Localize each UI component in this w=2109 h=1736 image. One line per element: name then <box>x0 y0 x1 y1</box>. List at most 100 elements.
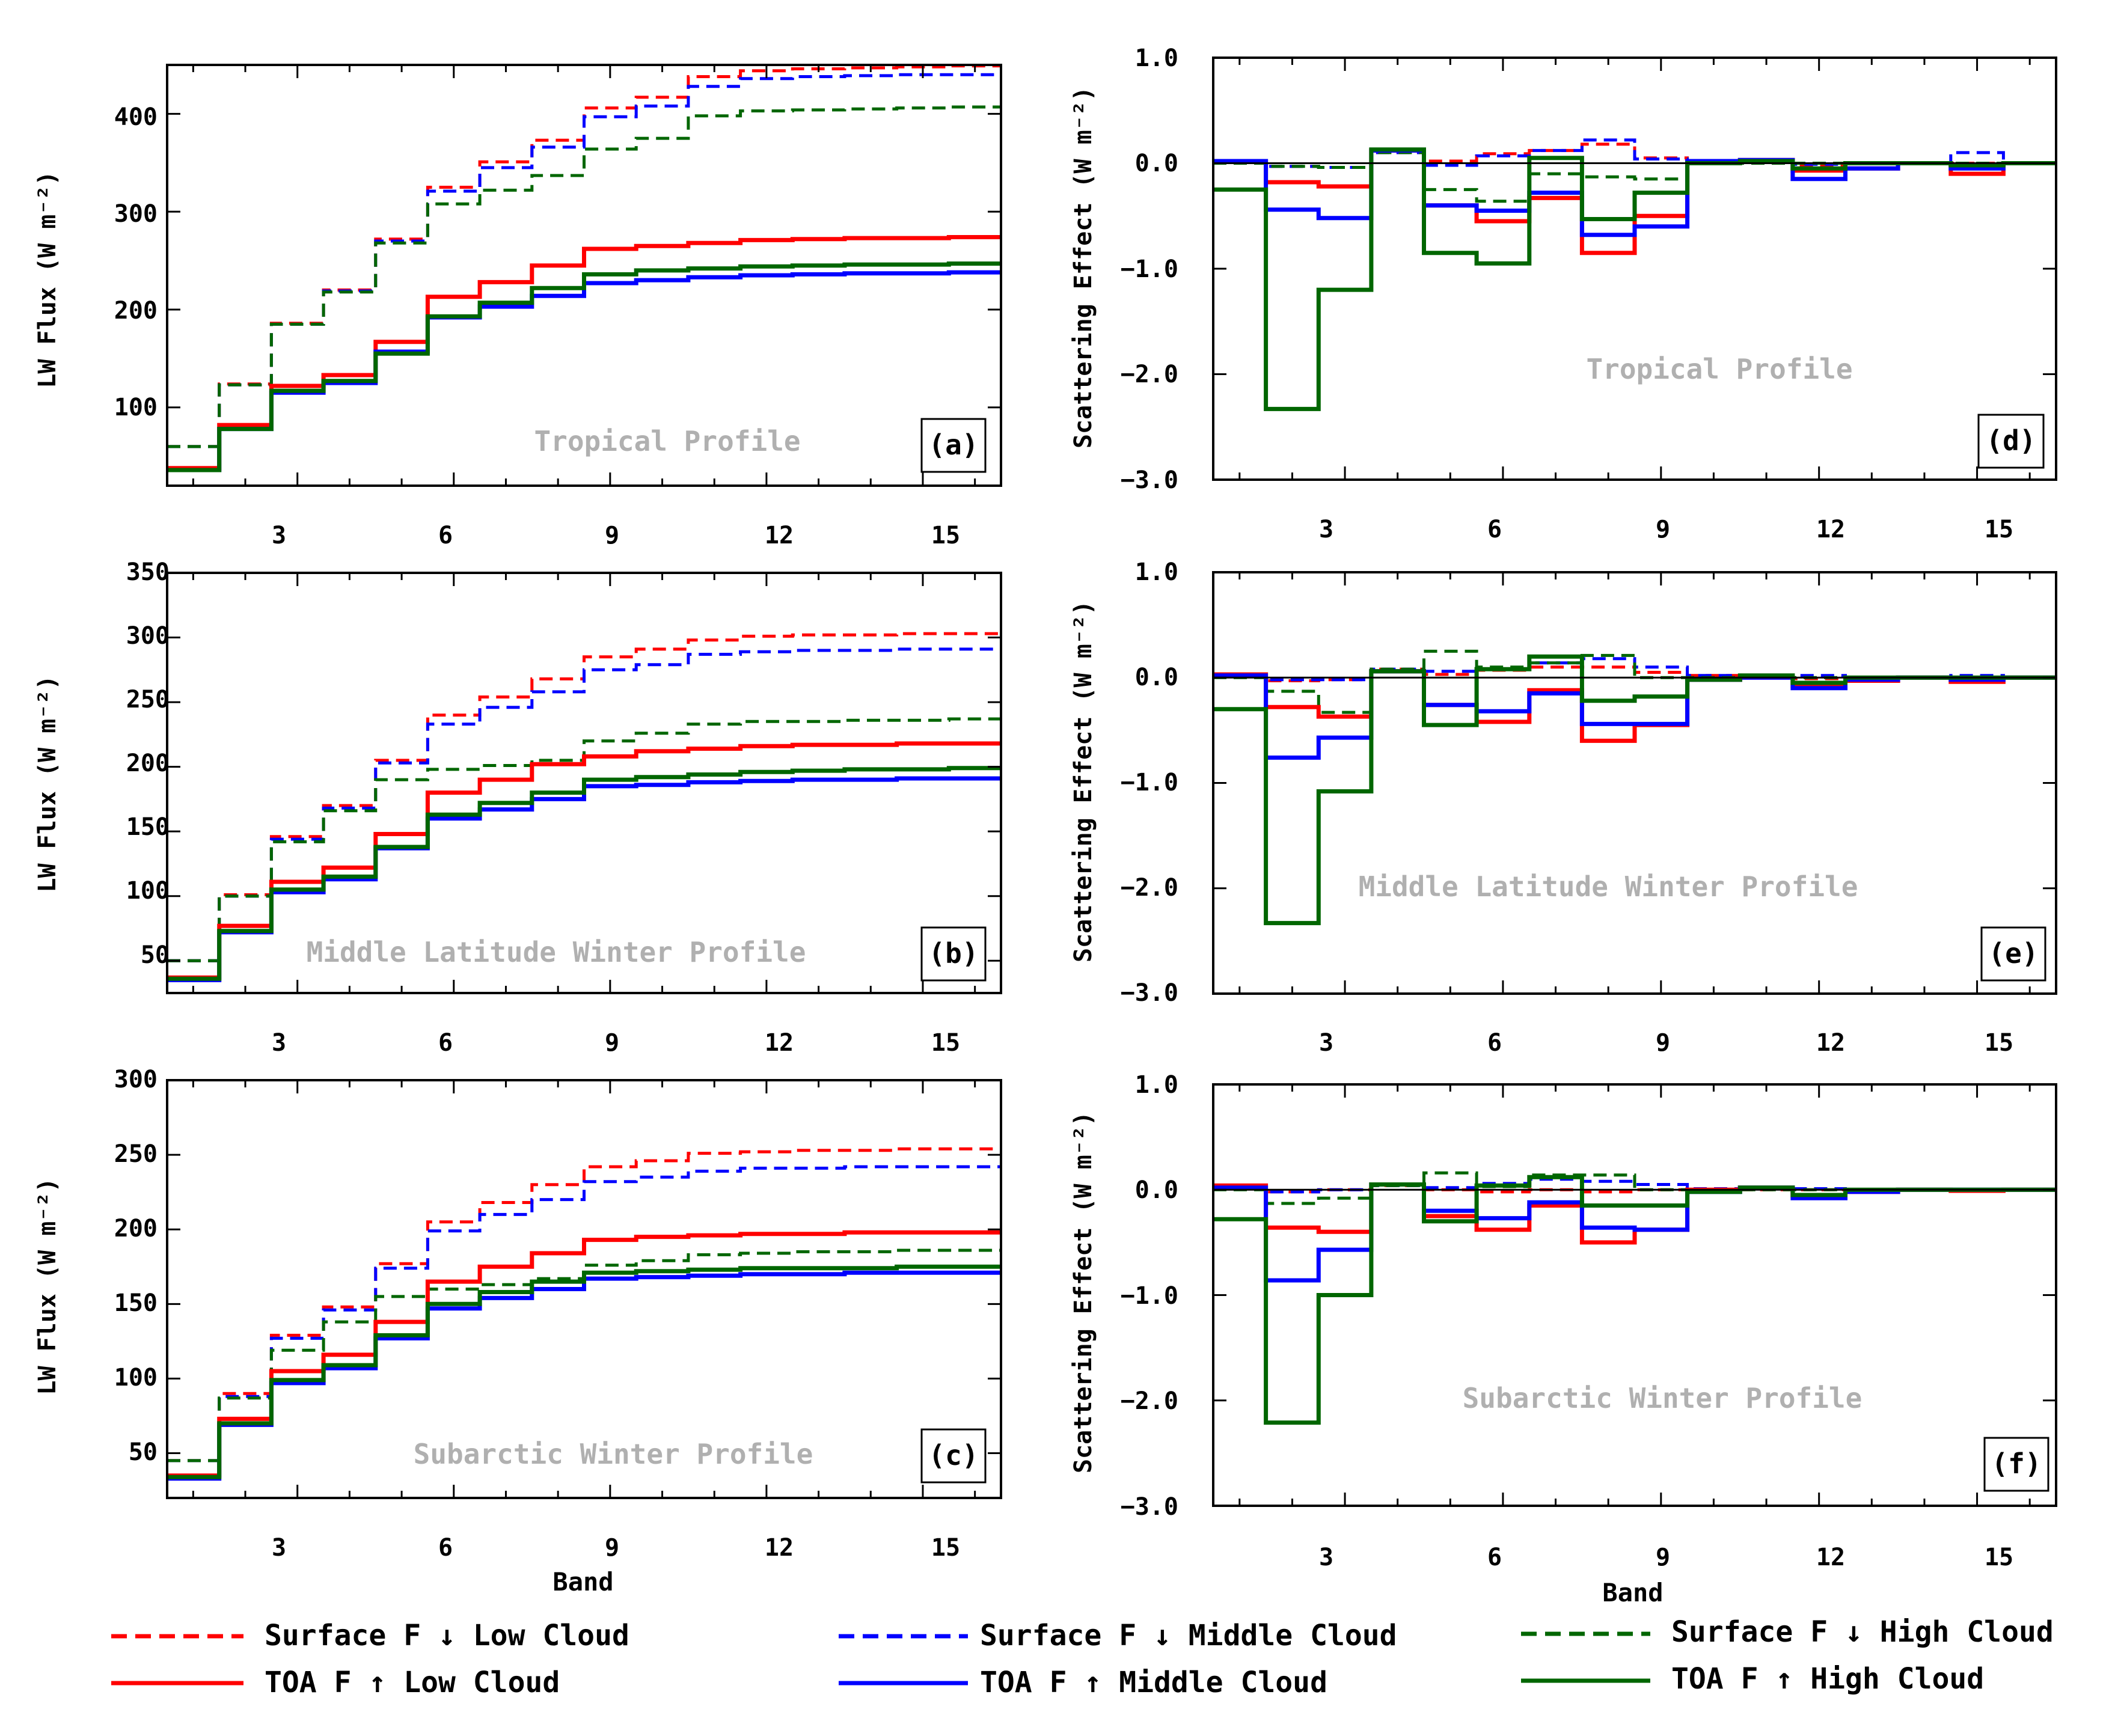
x-tick-label: 9 <box>1656 1544 1670 1571</box>
profile-label: Tropical Profile <box>534 425 800 457</box>
plot-frame <box>166 64 1002 487</box>
y-tick-label: 150 <box>126 813 170 841</box>
panel-label-box: (e) <box>1980 926 2046 982</box>
x-tick-label: 9 <box>1656 516 1670 543</box>
y-tick-label: 0.0 <box>1135 1176 1178 1204</box>
y-tick-label: 300 <box>114 1066 158 1093</box>
x-tick-label: 12 <box>765 522 794 549</box>
panel-label: (b) <box>928 937 978 970</box>
legend-label: Surface F ↓ Middle Cloud <box>980 1619 1397 1652</box>
x-tick-label: 12 <box>1816 1544 1845 1571</box>
x-tick-label: 9 <box>605 1029 619 1057</box>
panel-label: (a) <box>928 429 978 461</box>
y-tick-label: 0.0 <box>1135 150 1178 177</box>
series-line-toa-f-high-cloud <box>1213 654 2056 926</box>
legend-label: TOA F ↑ Middle Cloud <box>980 1666 1327 1699</box>
x-tick-label: 9 <box>1656 1029 1670 1057</box>
series-line-surface-f-high-cloud <box>167 717 1001 962</box>
x-tick-label: 6 <box>1487 1029 1502 1057</box>
profile-label: Tropical Profile <box>1586 353 1852 385</box>
panel-b-midlat-winter-flux: LW Flux (W m⁻²) Middle Latitude Winter P… <box>34 558 1002 1057</box>
legend-label: Surface F ↓ Low Cloud <box>265 1619 629 1652</box>
x-tick-label: 15 <box>1985 516 2013 543</box>
profile-label: Subarctic Winter Profile <box>414 1438 813 1470</box>
x-tick-label: 6 <box>1487 516 1502 543</box>
legend: Surface F ↓ Low Cloud Surface F ↓ Middle… <box>111 1615 2054 1699</box>
y-tick-label: 250 <box>114 1140 158 1168</box>
y-axis-label: Scattering Effect (W m⁻²) <box>1070 1111 1097 1473</box>
series-line-surface-f-high-cloud <box>167 1249 1001 1462</box>
panel-label-box: (d) <box>1977 414 2045 469</box>
panel-label-box: (b) <box>920 926 987 982</box>
plot-frame <box>166 572 1002 994</box>
y-tick-label: 200 <box>114 1215 158 1242</box>
series-line-surface-f-low-cloud <box>167 1147 1001 1462</box>
plot-frame <box>166 1079 1002 1499</box>
x-tick-label: 6 <box>438 1534 453 1562</box>
x-tick-label: 9 <box>605 522 619 549</box>
legend-label: Surface F ↓ High Cloud <box>1671 1615 2054 1649</box>
panel-e-midlat-winter-scattering: Scattering Effect (W m⁻²) Middle Latitud… <box>1070 558 2057 1057</box>
x-tick-label: 15 <box>1985 1029 2013 1057</box>
panel-label-box: (f) <box>1983 1437 2049 1492</box>
series-line-surface-f-high-cloud <box>167 105 1001 448</box>
x-tick-label: 3 <box>1319 516 1333 543</box>
y-tick-label: −2.0 <box>1121 361 1178 388</box>
x-tick-label: 3 <box>1319 1544 1333 1571</box>
series-line-surface-f-middle-cloud <box>167 1165 1001 1462</box>
y-tick-label: 1.0 <box>1135 1071 1178 1099</box>
panel-label: (f) <box>1991 1447 2041 1480</box>
plot-area <box>1213 138 2056 411</box>
y-tick-label: −1.0 <box>1121 769 1178 796</box>
legend-item: Surface F ↓ Low Cloud <box>111 1619 629 1652</box>
y-tick-label: −1.0 <box>1121 255 1178 283</box>
series-line-toa-f-high-cloud <box>167 261 1001 472</box>
plot-area <box>1213 649 2056 926</box>
y-axis-label: Scattering Effect (W m⁻²) <box>1070 601 1097 962</box>
series-line-toa-f-high-cloud <box>1213 1175 2056 1425</box>
y-tick-label: −3.0 <box>1121 979 1178 1007</box>
plot-area <box>167 632 1001 982</box>
y-tick-label: −2.0 <box>1121 1387 1178 1415</box>
x-axis-label: Band <box>553 1567 613 1597</box>
profile-label: Middle Latitude Winter Profile <box>307 936 806 968</box>
y-tick-label: −3.0 <box>1121 1493 1178 1521</box>
y-tick-label: 400 <box>114 103 158 131</box>
y-tick-label: −2.0 <box>1121 874 1178 902</box>
x-tick-label: 15 <box>931 522 960 549</box>
y-tick-label: 300 <box>126 622 170 650</box>
series-line-surface-f-middle-cloud <box>167 647 1001 962</box>
x-tick-label: 15 <box>931 1029 960 1057</box>
x-tick-label: 6 <box>438 522 453 549</box>
y-tick-label: 100 <box>114 1364 158 1392</box>
x-tick-label: 12 <box>765 1534 794 1562</box>
y-tick-label: 1.0 <box>1135 44 1178 72</box>
series-line-toa-f-middle-cloud <box>1213 669 2056 760</box>
y-axis-label: LW Flux (W m⁻²) <box>34 675 61 892</box>
y-tick-label: −1.0 <box>1121 1282 1178 1310</box>
series-line-toa-f-high-cloud <box>167 766 1001 981</box>
panel-label: (c) <box>928 1439 978 1472</box>
legend-label: TOA F ↑ High Cloud <box>1671 1662 1984 1696</box>
profile-label: Middle Latitude Winter Profile <box>1359 870 1858 903</box>
y-tick-label: 1.0 <box>1135 558 1178 586</box>
x-tick-label: 3 <box>1319 1029 1333 1057</box>
plot-area <box>167 1147 1001 1481</box>
series-line-toa-f-low-cloud <box>1213 669 2056 743</box>
x-tick-label: 15 <box>931 1534 960 1562</box>
legend-item: Surface F ↓ Middle Cloud <box>839 1619 1397 1652</box>
y-tick-label: 100 <box>114 394 158 421</box>
y-tick-label: 0.0 <box>1135 664 1178 691</box>
x-tick-label: 15 <box>1985 1544 2013 1571</box>
series-line-toa-f-low-cloud <box>1213 1182 2056 1245</box>
x-tick-label: 12 <box>1816 516 1845 543</box>
series-line-toa-f-middle-cloud <box>167 776 1001 982</box>
legend-item: Surface F ↓ High Cloud <box>1521 1615 2054 1649</box>
y-axis-label: LW Flux (W m⁻²) <box>34 1178 61 1395</box>
y-axis-label: Scattering Effect (W m⁻²) <box>1070 87 1097 448</box>
y-tick-label: 150 <box>114 1289 158 1317</box>
x-tick-label: 9 <box>605 1534 619 1562</box>
y-tick-label: −3.0 <box>1121 466 1178 494</box>
series-line-toa-f-low-cloud <box>167 741 1001 980</box>
x-tick-label: 3 <box>272 1029 286 1057</box>
